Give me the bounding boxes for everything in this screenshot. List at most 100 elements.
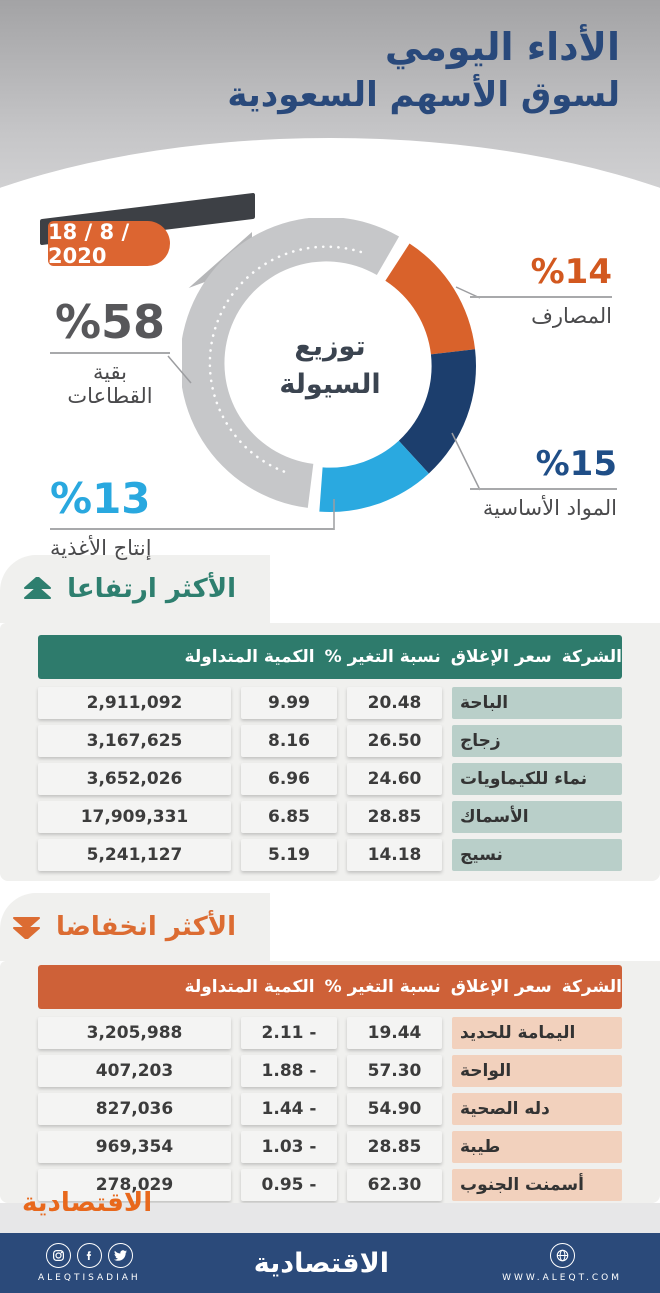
table-row: الباحة 20.48 9.99 2,911,092 (38, 687, 622, 719)
change-percent-cell: 5.19 (241, 839, 337, 871)
close-price-cell: 24.60 (347, 763, 442, 795)
close-price-cell: 57.30 (347, 1055, 442, 1087)
volume-cell: 17,909,331 (38, 801, 231, 833)
food-percent: %13 (50, 474, 334, 530)
column-header: سعر الإغلاق (450, 647, 552, 667)
close-price-cell: 54.90 (347, 1093, 442, 1125)
facebook-icon (76, 1243, 102, 1268)
change-percent-cell: 0.95 - (241, 1169, 337, 1201)
table-row: نماء للكيماويات 24.60 6.96 3,652,026 (38, 763, 622, 795)
volume-cell: 969,354 (38, 1131, 231, 1163)
instagram-icon (45, 1243, 71, 1268)
table-row: الواحة 57.30 1.88 - 407,203 (38, 1055, 622, 1087)
gainers-table: الشركة سعر الإغلاق نسبة التغير % الكمية الم… (0, 623, 660, 881)
close-price-cell: 28.85 (347, 1131, 442, 1163)
losers-section: الأكثر انخفاضا الشركة سعر الإغلاق نسبة الت… (0, 893, 660, 1203)
down-arrow-icon (12, 917, 40, 939)
change-percent-cell: 9.99 (241, 687, 337, 719)
volume-cell: 3,205,988 (38, 1017, 231, 1049)
donut-center-title: توزيع السيولة (279, 328, 380, 404)
column-header: الشركة (561, 977, 622, 997)
losers-table-rows: اليمامة للحديد 19.44 2.11 - 3,205,988 ال… (38, 1017, 622, 1201)
close-price-cell: 14.18 (347, 839, 442, 871)
company-cell: الواحة (452, 1055, 622, 1087)
column-header: نسبة التغير % (324, 647, 441, 667)
company-cell: الأسماك (452, 801, 622, 833)
website-url: WWW.ALEQT.COM (502, 1273, 622, 1283)
materials-label: المواد الأساسية (482, 496, 617, 520)
callout-banks: %14 المصارف (470, 252, 612, 328)
losers-table: الشركة سعر الإغلاق نسبة التغير % الكمية الم… (0, 961, 660, 1203)
company-cell: اليمامة للحديد (452, 1017, 622, 1049)
change-percent-cell: 6.85 (241, 801, 337, 833)
close-price-cell: 26.50 (347, 725, 442, 757)
column-header: الكمية المتداولة (184, 647, 315, 667)
volume-cell: 827,036 (38, 1093, 231, 1125)
callout-materials: %15 المواد الأساسية (470, 444, 617, 520)
footer-bar: WWW.ALEQT.COM الاقتصادية (0, 1233, 660, 1293)
change-percent-cell: 1.44 - (241, 1093, 337, 1125)
company-cell: نسيج (452, 839, 622, 871)
table-row: طيبة 28.85 1.03 - 969,354 (38, 1131, 622, 1163)
volume-cell: 3,167,625 (38, 725, 231, 757)
company-cell: أسمنت الجنوب (452, 1169, 622, 1201)
close-price-cell: 62.30 (347, 1169, 442, 1201)
gainers-table-rows: الباحة 20.48 9.99 2,911,092 زجاج 26.50 8… (38, 687, 622, 871)
date-badge: 18 / 8 / 2020 (48, 220, 170, 268)
company-cell: نماء للكيماويات (452, 763, 622, 795)
column-header: الكمية المتداولة (184, 977, 315, 997)
volume-cell: 278,029 (38, 1169, 231, 1201)
social-group: ALEQTISADIAH (38, 1243, 141, 1283)
footer-strip (0, 1203, 660, 1233)
footer-logo: الاقتصادية (253, 1247, 389, 1279)
banks-label: المصارف (531, 304, 612, 328)
materials-percent: %15 (470, 444, 617, 490)
gainers-table-header: الشركة سعر الإغلاق نسبة التغير % الكمية الم… (38, 635, 622, 679)
close-price-cell: 19.44 (347, 1017, 442, 1049)
volume-cell: 5,241,127 (38, 839, 231, 871)
table-row: دله الصحية 54.90 1.44 - 827,036 (38, 1093, 622, 1125)
website-group: WWW.ALEQT.COM (502, 1243, 622, 1283)
callout-food: %13 إنتاج الأغذية (50, 474, 334, 560)
social-handle: ALEQTISADIAH (38, 1273, 141, 1283)
donut-title-line2: السيولة (279, 369, 381, 400)
donut-svg (180, 216, 477, 513)
donut-title-line1: توزيع (294, 331, 366, 362)
table-row: اليمامة للحديد 19.44 2.11 - 3,205,988 (38, 1017, 622, 1049)
column-header: نسبة التغير % (324, 977, 441, 997)
table-row: الأسماك 28.85 6.85 17,909,331 (38, 801, 622, 833)
table-row: نسيج 14.18 5.19 5,241,127 (38, 839, 622, 871)
table-row: زجاج 26.50 8.16 3,167,625 (38, 725, 622, 757)
gainers-section: الأكثر ارتفاعا الشركة سعر الإغلاق نسبة الت… (0, 555, 660, 881)
newspaper-watermark-logo: الاقتصادية (22, 1188, 153, 1218)
losers-table-header: الشركة سعر الإغلاق نسبة التغير % الكمية الم… (38, 965, 622, 1009)
change-percent-cell: 8.16 (241, 725, 337, 757)
company-cell: زجاج (452, 725, 622, 757)
close-price-cell: 28.85 (347, 801, 442, 833)
change-percent-cell: 2.11 - (241, 1017, 337, 1049)
change-percent-cell: 6.96 (241, 763, 337, 795)
company-cell: الباحة (452, 687, 622, 719)
volume-cell: 407,203 (38, 1055, 231, 1087)
change-percent-cell: 1.03 - (241, 1131, 337, 1163)
food-label: إنتاج الأغذية (50, 536, 152, 560)
banks-percent: %14 (470, 252, 612, 298)
company-cell: دله الصحية (452, 1093, 622, 1125)
up-arrow-icon (24, 577, 52, 599)
page-title-line1: الأداء اليومي (384, 25, 620, 69)
table-row: أسمنت الجنوب 62.30 0.95 - 278,029 (38, 1169, 622, 1201)
company-cell: طيبة (452, 1131, 622, 1163)
twitter-icon (107, 1243, 133, 1268)
callout-other-sectors: %58 بقية القطاعات (50, 296, 170, 408)
gainers-section-tab: الأكثر ارتفاعا (0, 555, 270, 623)
column-header: سعر الإغلاق (450, 977, 552, 997)
volume-cell: 2,911,092 (38, 687, 231, 719)
hero-section: الأداء اليومي لسوق الأسهم السعودية 18 / … (0, 0, 660, 585)
losers-section-tab: الأكثر انخفاضا (0, 893, 270, 961)
column-header: الشركة (561, 647, 622, 667)
volume-cell: 3,652,026 (38, 763, 231, 795)
page-title: الأداء اليومي لسوق الأسهم السعودية (227, 22, 620, 118)
change-percent-cell: 1.88 - (241, 1055, 337, 1087)
gainers-section-title: الأكثر ارتفاعا (67, 574, 236, 604)
